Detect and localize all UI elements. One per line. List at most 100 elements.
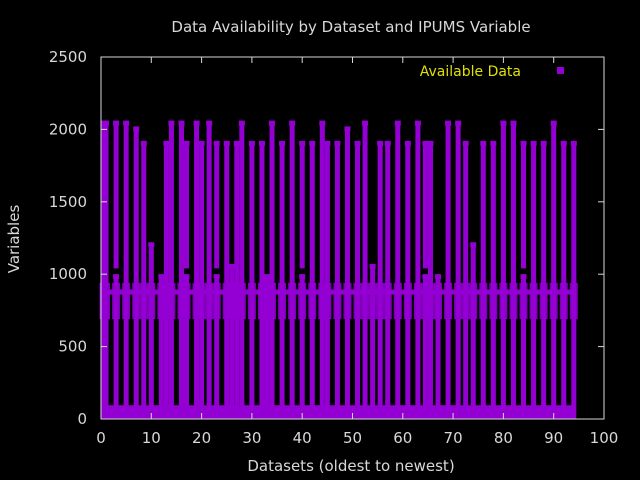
data-point [258, 140, 265, 146]
data-column [299, 143, 305, 269]
data-band-segment [559, 282, 568, 320]
plot-area [99, 120, 578, 419]
data-band-segment [205, 282, 214, 320]
data-point [233, 140, 240, 146]
data-band-segment [461, 282, 470, 320]
data-band-segment [426, 282, 435, 320]
data-column [405, 143, 411, 419]
data-point [455, 120, 462, 126]
data-column [344, 129, 350, 419]
data-point [384, 140, 391, 146]
data-band-segment [132, 282, 141, 320]
data-band-segment [454, 282, 463, 320]
data-point [319, 120, 326, 126]
data-column [395, 123, 401, 419]
data-band-segment [318, 282, 327, 320]
data-band-segment [112, 282, 121, 320]
data-point [362, 120, 369, 126]
data-point [299, 140, 306, 146]
data-column [289, 123, 295, 419]
data-point [422, 274, 429, 280]
data-column [199, 143, 205, 419]
x-tick-label: 100 [590, 429, 619, 447]
data-column [435, 277, 441, 419]
data-column [470, 245, 476, 419]
legend-label: Available Data [420, 64, 521, 80]
data-band-segment [197, 282, 206, 320]
data-point [113, 274, 120, 280]
data-column [561, 143, 567, 419]
data-band-segment [308, 282, 317, 320]
data-column [324, 143, 330, 419]
data-column [463, 143, 469, 419]
data-column [184, 277, 190, 419]
data-band-segment [368, 282, 377, 320]
data-point [269, 120, 276, 126]
data-band-segment [469, 282, 478, 320]
data-band-segment [177, 282, 186, 320]
data-band-segment [288, 282, 297, 320]
data-column [309, 143, 315, 419]
data-column [362, 123, 368, 419]
y-tick-label: 500 [58, 338, 87, 356]
data-column [299, 277, 305, 419]
data-point [198, 140, 205, 146]
data-band-segment [343, 282, 352, 320]
data-point [445, 120, 452, 126]
data-point [168, 120, 175, 126]
data-point [510, 120, 517, 126]
data-column [422, 143, 428, 269]
data-band-segment [393, 282, 402, 320]
data-point [223, 140, 230, 146]
data-column [194, 123, 200, 419]
x-tick-label: 60 [393, 429, 412, 447]
data-band-segment [102, 282, 111, 320]
data-band-segment [157, 282, 166, 320]
data-band-segment [413, 282, 422, 320]
data-point [183, 274, 190, 280]
data-column [480, 143, 486, 419]
data-column [214, 143, 220, 269]
data-band-segment [262, 282, 271, 320]
x-tick-label: 30 [242, 429, 261, 447]
data-point [354, 140, 361, 146]
y-axis-label: Variables [5, 205, 23, 274]
data-band-segment [192, 282, 201, 320]
data-point [427, 140, 434, 146]
data-point [213, 140, 220, 146]
data-column [249, 143, 255, 419]
data-column [184, 143, 190, 269]
data-band-segment [509, 282, 518, 320]
x-tick-label: 50 [343, 429, 362, 447]
data-band-segment [237, 282, 246, 320]
data-point [570, 140, 577, 146]
data-band-segment [489, 282, 498, 320]
data-point [163, 140, 170, 146]
data-point [540, 140, 547, 146]
data-point [248, 140, 255, 146]
data-column [229, 266, 235, 419]
data-column [521, 277, 527, 419]
axes: 0 10 20 30 40 50 60 70 80 90 100050010001500200025… [49, 48, 619, 447]
data-band-segment [549, 282, 558, 320]
data-band-segment [257, 282, 266, 320]
data-point [520, 140, 527, 146]
data-point [148, 242, 155, 248]
data-point [520, 274, 527, 280]
data-point [394, 120, 401, 126]
x-tick-label: 10 [142, 429, 161, 447]
data-point [480, 140, 487, 146]
data-band-segment [122, 282, 131, 320]
data-band-segment [147, 282, 156, 320]
legend: Available Data [420, 64, 564, 80]
data-band-segment [444, 282, 453, 320]
data-point [560, 140, 567, 146]
data-column [445, 123, 451, 419]
data-band-segment [529, 282, 538, 320]
data-band-segment [499, 282, 508, 320]
data-band-segment [162, 282, 171, 320]
data-point [228, 263, 235, 269]
data-column [178, 123, 184, 419]
data-point [435, 274, 442, 280]
